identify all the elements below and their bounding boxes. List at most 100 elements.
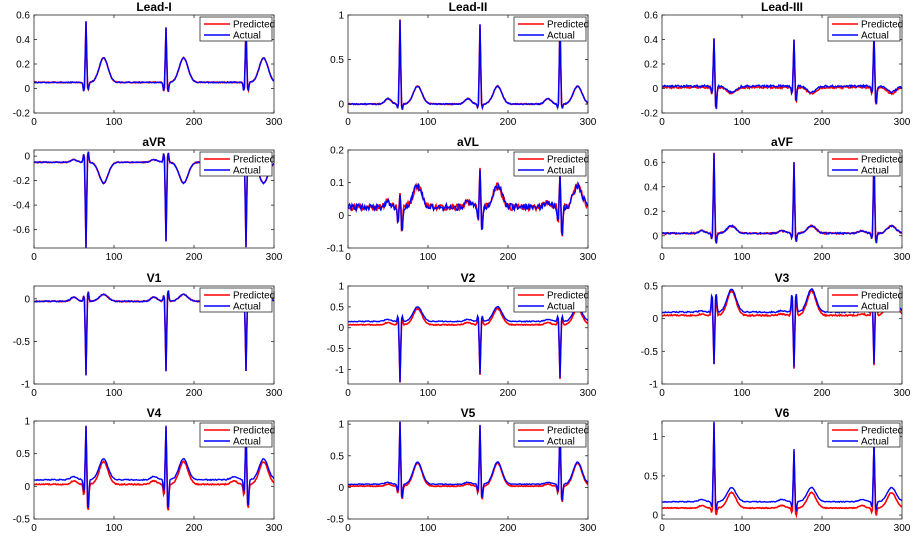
x-tick-label: 200 — [186, 523, 203, 534]
y-tick-label: 0.6 — [644, 11, 658, 22]
series-actual-line — [348, 19, 588, 111]
legend-actual-label: Actual — [233, 166, 261, 177]
panel-title: aVF — [771, 135, 793, 149]
axes-box — [33, 420, 275, 520]
legend-predicted-label: Predicted — [547, 426, 589, 437]
y-tick-label: 0.6 — [644, 158, 658, 169]
series-actual-line — [348, 305, 588, 383]
y-tick-label: 0.5 — [330, 302, 344, 313]
x-tick-label: 100 — [734, 388, 751, 399]
panel-lead-iii: Lead-III-0.200.20.40.60 100 200 300Predicte… — [641, 0, 911, 128]
x-tick-label: 100 — [106, 117, 123, 128]
legend-box — [199, 16, 273, 42]
x-tick-label: 100 — [420, 388, 437, 399]
axes-box — [33, 149, 275, 249]
y-tick-label: -0.4 — [13, 201, 31, 212]
panel-title: Lead-I — [136, 0, 171, 14]
legend-actual-label: Actual — [861, 166, 889, 177]
y-tick-label: 0 — [24, 294, 30, 305]
y-tick-label: -0.5 — [327, 515, 345, 526]
y-tick-label: 0.5 — [330, 55, 344, 66]
x-tick-label: 100 — [420, 117, 437, 128]
y-tick-label: 0 — [24, 152, 30, 163]
legend-box — [199, 422, 273, 448]
x-tick-label: 0 — [345, 388, 351, 399]
y-tick-label: 0.2 — [16, 60, 30, 71]
x-tick-label: 100 — [734, 252, 751, 263]
x-tick-label: 0 — [31, 117, 37, 128]
x-tick-label: 0 — [659, 388, 665, 399]
panel-title: V6 — [775, 406, 790, 420]
x-tick-label: 0 — [31, 388, 37, 399]
axes-box — [347, 149, 589, 249]
legend-box — [827, 151, 901, 177]
panel-title: aVL — [457, 135, 479, 149]
x-tick-label: 100 — [420, 523, 437, 534]
series-predicted-line — [34, 426, 274, 511]
y-tick-label: 1 — [24, 417, 30, 428]
legend-predicted-label: Predicted — [547, 155, 589, 166]
legend-box — [513, 422, 587, 448]
axes-box — [347, 14, 589, 114]
axes-box — [661, 285, 903, 385]
x-tick-label: 200 — [186, 252, 203, 263]
legend-box — [513, 151, 587, 177]
legend-predicted-label: Predicted — [233, 155, 275, 166]
x-tick-label: 0 — [345, 252, 351, 263]
x-tick-label: 300 — [894, 252, 911, 263]
y-tick-label: 0.4 — [644, 182, 658, 193]
x-tick-label: 300 — [580, 523, 597, 534]
y-tick-label: -0.5 — [13, 337, 31, 348]
series-predicted-line — [348, 421, 588, 503]
legend-box — [513, 287, 587, 313]
y-tick-label: 1 — [338, 11, 344, 22]
x-tick-label: 0 — [659, 252, 665, 263]
series-actual-line — [348, 169, 588, 236]
y-tick-label: -0.6 — [13, 225, 31, 236]
legend-actual-label: Actual — [547, 437, 575, 448]
x-tick-label: 200 — [500, 117, 517, 128]
axes-box — [661, 420, 903, 520]
x-tick-label: 100 — [734, 117, 751, 128]
x-tick-label: 300 — [580, 252, 597, 263]
y-tick-label: 0 — [338, 211, 344, 222]
x-tick-label: 300 — [894, 523, 911, 534]
y-tick-label: 1 — [338, 282, 344, 293]
x-tick-label: 300 — [266, 388, 283, 399]
y-tick-label: 0 — [652, 231, 658, 242]
y-tick-label: 0.4 — [16, 35, 30, 46]
panel-title: V3 — [775, 271, 790, 285]
legend-predicted-label: Predicted — [233, 291, 275, 302]
x-tick-label: 0 — [31, 523, 37, 534]
legend-predicted-label: Predicted — [233, 20, 275, 31]
series-actual-line — [662, 421, 902, 513]
x-tick-label: 200 — [500, 252, 517, 263]
legend-actual-label: Actual — [861, 31, 889, 42]
series-actual-line — [34, 21, 274, 92]
legend-predicted-label: Predicted — [547, 291, 589, 302]
panel-title: aVR — [142, 135, 166, 149]
axes-box — [33, 285, 275, 385]
y-tick-label: 0.5 — [330, 451, 344, 462]
y-tick-label: 0 — [652, 314, 658, 325]
y-tick-label: 0 — [338, 100, 344, 111]
y-tick-label: 0.4 — [644, 35, 658, 46]
y-tick-label: 0 — [24, 84, 30, 95]
x-tick-label: 300 — [580, 388, 597, 399]
legend-box — [513, 16, 587, 42]
x-tick-label: 100 — [734, 523, 751, 534]
x-tick-label: 0 — [659, 117, 665, 128]
x-tick-label: 0 — [31, 252, 37, 263]
y-tick-label: -1 — [649, 380, 658, 391]
